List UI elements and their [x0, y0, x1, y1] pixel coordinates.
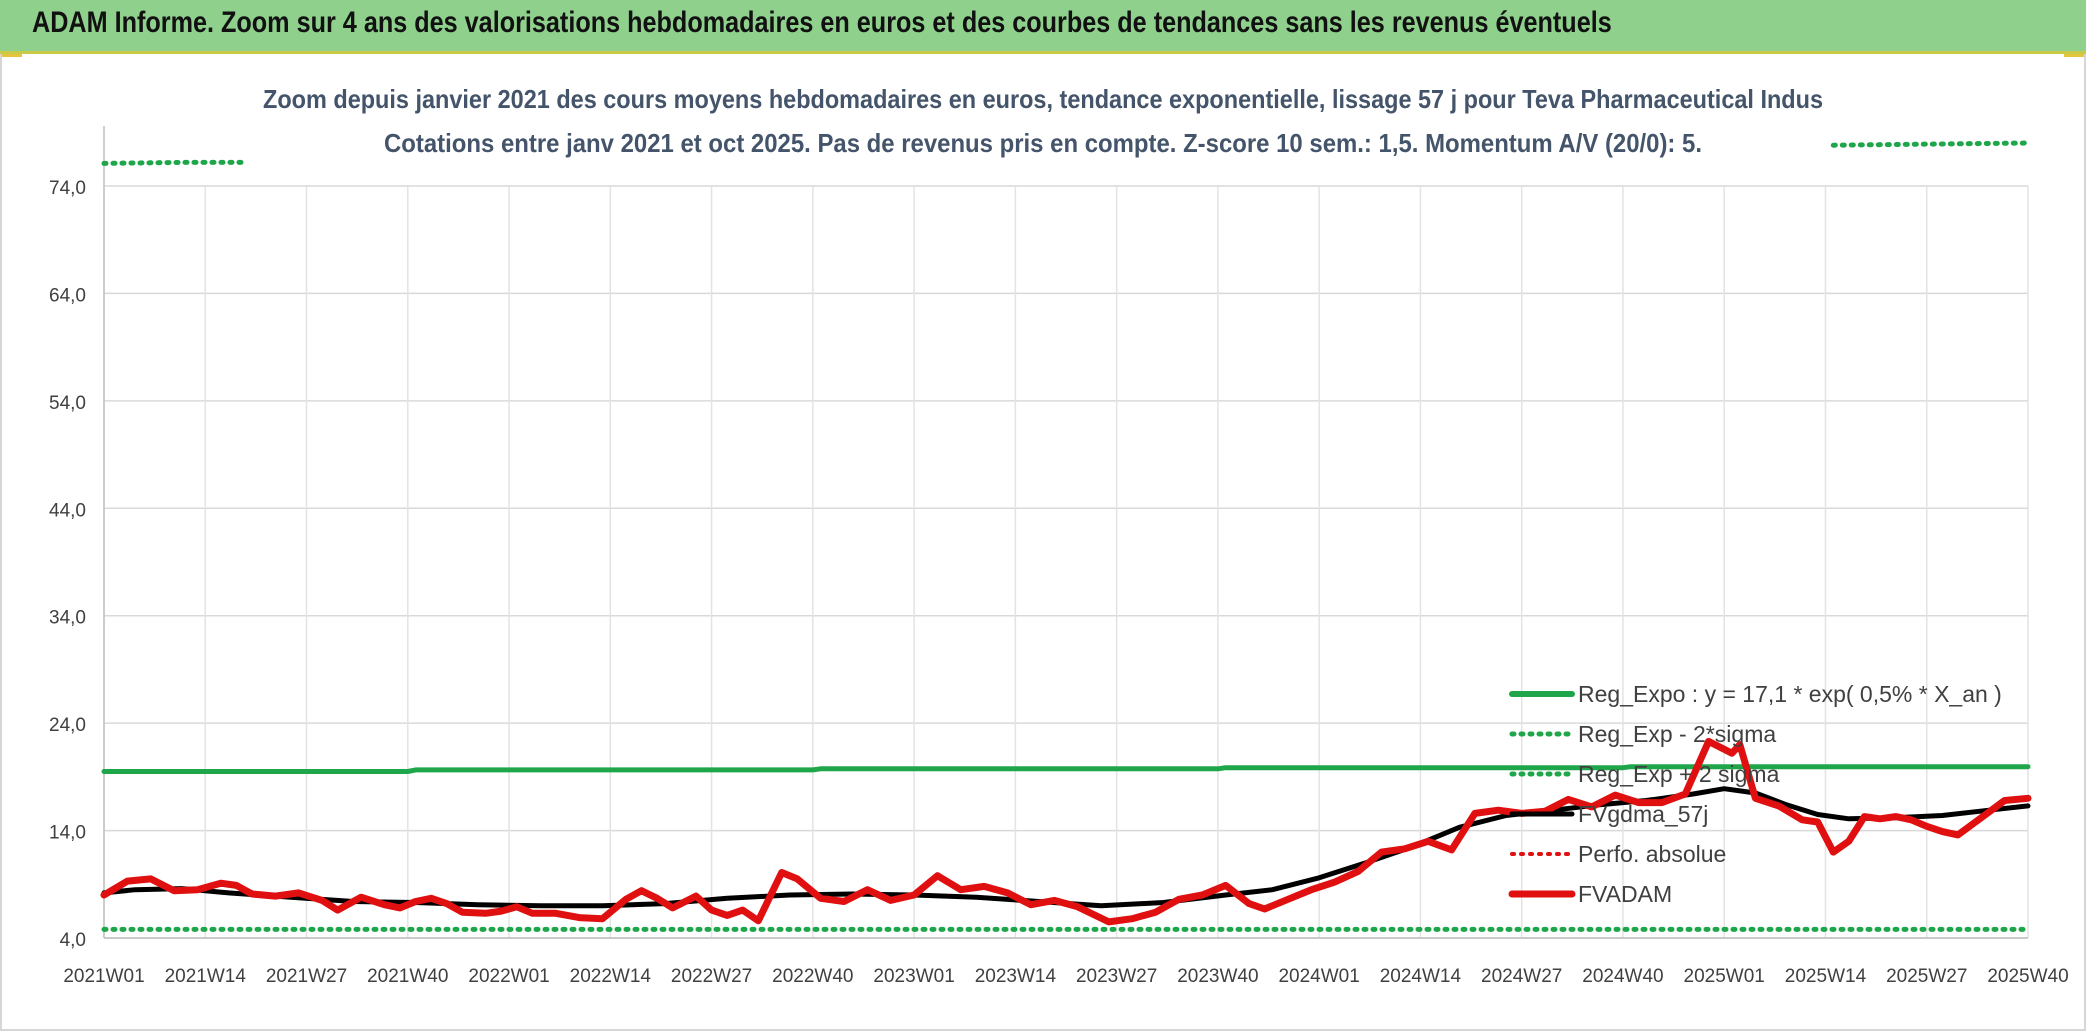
y-tick-label: 74,0 — [49, 178, 86, 199]
x-tick-label: 2025W01 — [1684, 966, 1765, 987]
legend-label: Perfo. absolue — [1578, 841, 1726, 867]
x-tick-label: 2025W14 — [1785, 966, 1867, 987]
y-tick-label: 54,0 — [49, 393, 86, 414]
series-lines — [100, 140, 2032, 932]
chart-title: Zoom depuis janvier 2021 des cours moyen… — [263, 84, 1823, 114]
series-line-reg-exp-2-sigma — [101, 159, 247, 166]
x-tick-label: 2025W27 — [1886, 966, 1967, 987]
legend: Reg_Expo : y = 17,1 * exp( 0,5% * X_an )… — [1508, 681, 2002, 907]
x-tick-label: 2023W40 — [1177, 966, 1258, 987]
chart-frame — [0, 54, 2086, 1031]
y-tick-label: 14,0 — [49, 823, 86, 844]
banner-corner-right — [2064, 54, 2086, 57]
legend-label: FVgdma_57j — [1578, 801, 1708, 827]
series-line-fvgdma-57j — [101, 786, 2031, 909]
report-title: ADAM Informe. Zoom sur 4 ans des valoris… — [32, 6, 1612, 39]
x-tick-label: 2024W27 — [1481, 966, 1562, 987]
x-tick-label: 2021W40 — [367, 966, 448, 987]
y-tick-label: 34,0 — [49, 608, 86, 629]
chart-subtitle: Cotations entre janv 2021 et oct 2025. P… — [384, 128, 1702, 158]
x-tick-label: 2023W01 — [873, 966, 954, 987]
y-axis: 4,0 14,0 24,0 34,0 44,0 54,0 64,0 74,0 — [49, 178, 86, 951]
x-tick-label: 2022W27 — [671, 966, 752, 987]
x-tick-label: 2025W40 — [1987, 966, 2068, 987]
x-axis: 2021W01 2021W14 2021W27 2021W40 2022W01 2022W… — [63, 966, 2068, 987]
x-tick-label: 2022W40 — [772, 966, 853, 987]
legend-label: Reg_Exp - 2*sigma — [1578, 721, 1776, 747]
legend-label: FVADAM — [1578, 881, 1672, 907]
x-tick-label: 2022W14 — [570, 966, 652, 987]
series-line-reg-exp-2-sigma — [1830, 140, 2031, 148]
y-tick-label: 64,0 — [49, 285, 86, 306]
x-tick-label: 2024W14 — [1380, 966, 1462, 987]
series-line-reg-expo-y-17-1-exp-0-5-x-an- — [101, 764, 2031, 774]
y-tick-label: 4,0 — [60, 930, 86, 951]
legend-label: Reg_Expo : y = 17,1 * exp( 0,5% * X_an ) — [1578, 681, 2002, 707]
x-tick-label: 2023W27 — [1076, 966, 1157, 987]
legend-label: Reg_Exp + 2 sigma — [1578, 761, 1780, 787]
x-tick-label: 2024W01 — [1278, 966, 1359, 987]
x-tick-label: 2024W40 — [1582, 966, 1663, 987]
y-tick-label: 44,0 — [49, 500, 86, 521]
x-tick-label: 2021W01 — [63, 966, 144, 987]
grid-lines — [103, 126, 2029, 939]
y-tick-label: 24,0 — [49, 715, 86, 736]
banner-corner-left — [0, 54, 22, 57]
report-banner: ADAM Informe. Zoom sur 4 ans des valoris… — [0, 0, 2086, 54]
x-tick-label: 2022W01 — [468, 966, 549, 987]
x-tick-label: 2021W27 — [266, 966, 347, 987]
x-tick-label: 2023W14 — [975, 966, 1057, 987]
series-line-fvadam — [100, 737, 2032, 926]
x-tick-label: 2021W14 — [165, 966, 247, 987]
